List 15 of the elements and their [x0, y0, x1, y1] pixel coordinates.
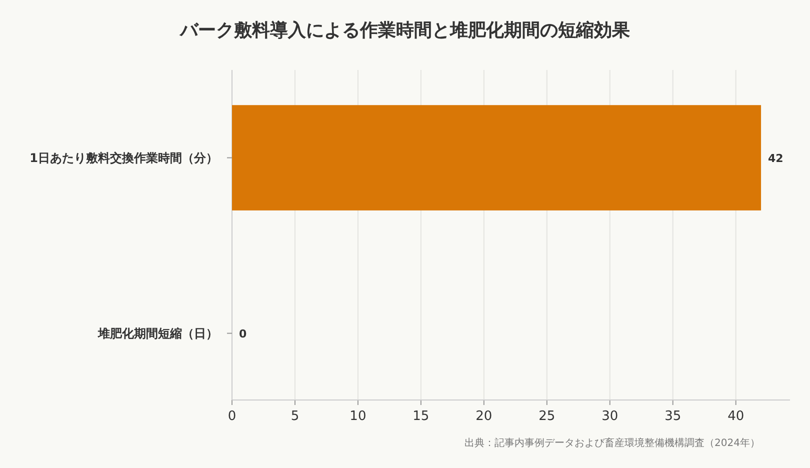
x-tick-label: 10 — [350, 409, 366, 424]
y-tick-label: 1日あたり敷料交換作業時間（分） — [30, 150, 218, 165]
x-tick-label: 25 — [538, 409, 556, 424]
x-tick-label: 30 — [602, 409, 618, 424]
x-tick-label: 20 — [476, 409, 492, 424]
x-tick-label: 5 — [290, 409, 300, 424]
source-note: 出典：記事内事例データおよび畜産環境整備機構調査（2024年） — [464, 437, 760, 449]
data-label: 42 — [768, 152, 784, 165]
chart-title: バーク敷料導入による作業時間と堆肥化期間の短縮効果 — [179, 20, 631, 41]
x-tick-label: 35 — [664, 409, 682, 424]
y-tick-label: 堆肥化期間短縮（日） — [97, 326, 218, 340]
x-tick-label: 0 — [228, 409, 236, 424]
x-tick-label: 15 — [412, 409, 430, 424]
data-label: 0 — [239, 327, 247, 340]
x-tick-label: 40 — [728, 409, 744, 424]
